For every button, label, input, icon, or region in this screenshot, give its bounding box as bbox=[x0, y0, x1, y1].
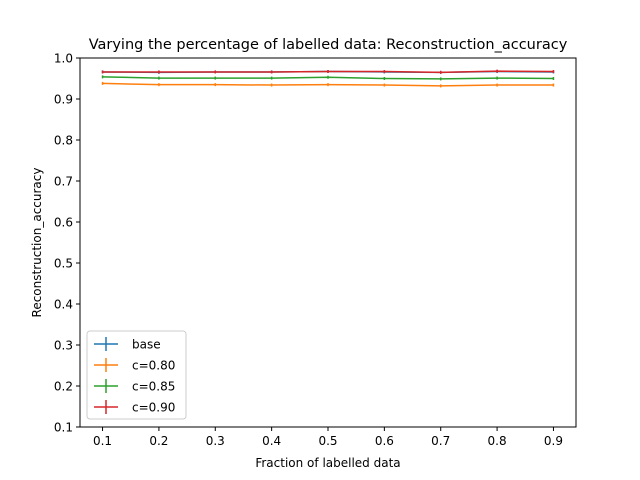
y-tick-label: 1.0 bbox=[54, 52, 73, 66]
x-tick-label: 0.9 bbox=[544, 434, 563, 448]
series-c-0-90 bbox=[101, 69, 555, 74]
x-tick-label: 0.3 bbox=[206, 434, 225, 448]
y-tick-label: 0.1 bbox=[54, 421, 73, 435]
y-axis: 0.1 0.2 0.3 0.4 0.5 0.6 0.7 0.8 0.9 1.0 bbox=[54, 52, 80, 435]
legend-item: base bbox=[94, 337, 161, 352]
legend-item: c=0.90 bbox=[94, 400, 175, 415]
x-axis-label: Fraction of labelled data bbox=[255, 456, 400, 470]
legend-label: c=0.80 bbox=[132, 359, 175, 373]
legend-item: c=0.85 bbox=[94, 379, 175, 394]
y-tick-label: 0.9 bbox=[54, 93, 73, 107]
y-tick-label: 0.4 bbox=[54, 298, 73, 312]
x-tick-label: 0.4 bbox=[262, 434, 281, 448]
series-c-0-80 bbox=[101, 81, 555, 88]
legend-label: c=0.85 bbox=[132, 380, 175, 394]
legend-label: c=0.90 bbox=[132, 401, 175, 415]
legend-label: base bbox=[132, 338, 161, 352]
x-tick-label: 0.1 bbox=[93, 434, 112, 448]
y-tick-label: 0.3 bbox=[54, 339, 73, 353]
y-axis-label: Reconstruction_accuracy bbox=[30, 168, 44, 318]
y-tick-label: 0.7 bbox=[54, 175, 73, 189]
series-c-0-85 bbox=[101, 75, 555, 81]
legend-box bbox=[86, 330, 187, 420]
x-tick-label: 0.8 bbox=[488, 434, 507, 448]
x-tick-label: 0.7 bbox=[431, 434, 450, 448]
x-tick-label: 0.5 bbox=[318, 434, 337, 448]
legend: base c=0.80 c=0.85 c=0.90 bbox=[86, 330, 187, 420]
legend-item: c=0.80 bbox=[94, 358, 175, 373]
y-tick-label: 0.2 bbox=[54, 380, 73, 394]
plot-area bbox=[101, 69, 555, 88]
x-tick-label: 0.2 bbox=[149, 434, 168, 448]
y-tick-label: 0.5 bbox=[54, 257, 73, 271]
chart-title: Varying the percentage of labelled data:… bbox=[89, 37, 568, 53]
x-tick-label: 0.6 bbox=[375, 434, 394, 448]
y-tick-label: 0.8 bbox=[54, 134, 73, 148]
x-axis: 0.1 0.2 0.3 0.4 0.5 0.6 0.7 0.8 0.9 bbox=[93, 427, 563, 448]
y-tick-label: 0.6 bbox=[54, 216, 73, 230]
